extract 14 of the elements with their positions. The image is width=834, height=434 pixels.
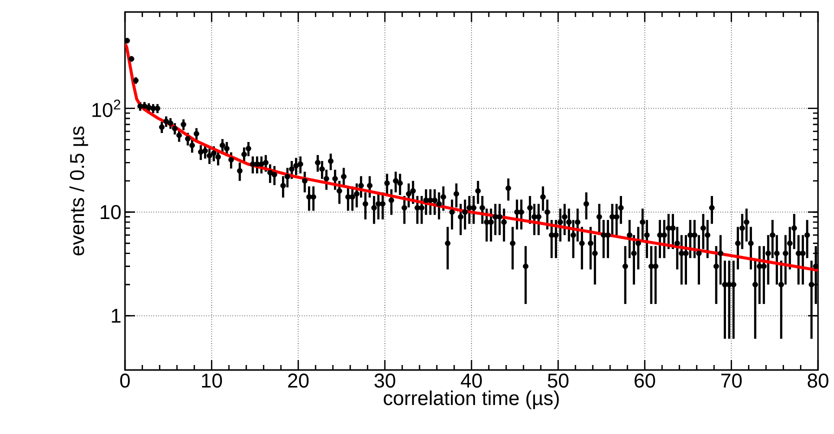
x-tick-label: 50 xyxy=(548,374,568,388)
x-tick-label: 10 xyxy=(202,374,222,388)
x-tick-label: 0 xyxy=(120,374,130,388)
x-tick-label: 40 xyxy=(460,374,482,388)
y-tick-label: 1 xyxy=(112,308,120,323)
x-tick-label: 80 xyxy=(808,374,828,388)
x-axis-title: correlation time (µs) xyxy=(384,390,559,410)
y-tick-label: 10$^{2}$ xyxy=(92,100,120,118)
x-tick-label: 60 xyxy=(634,374,656,388)
y-axis-title: events / 0.5 µs xyxy=(69,126,88,256)
x-tick-label: 70 xyxy=(721,374,742,388)
x-tick-label: 30 xyxy=(374,374,396,388)
y-tick-label: 10 xyxy=(100,204,121,220)
x-tick-label: 20 xyxy=(288,374,309,388)
